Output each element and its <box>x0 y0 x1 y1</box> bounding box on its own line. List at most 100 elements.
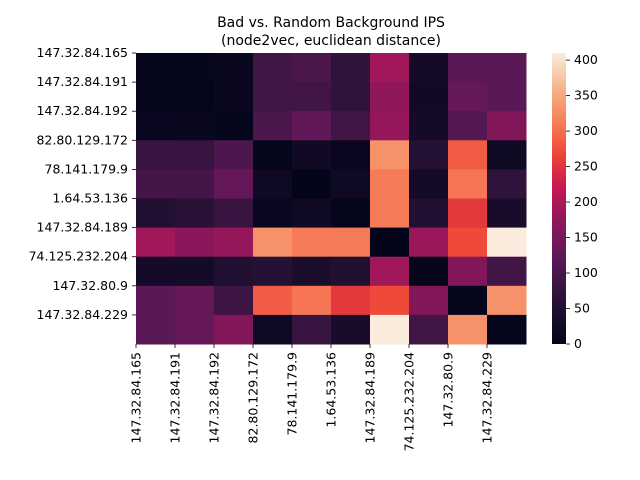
row-label: 147.32.84.229 <box>37 307 128 322</box>
heatmap-cell <box>253 198 293 229</box>
heatmap-cell <box>214 285 254 316</box>
heatmap-cells <box>136 53 527 345</box>
col-label: 147.32.80.9 <box>441 352 456 428</box>
heatmap-cell <box>409 53 449 83</box>
heatmap-cell <box>331 140 371 170</box>
heatmap-cell <box>292 227 332 258</box>
heatmap-cell <box>136 82 176 112</box>
colorbar-ticks: 0 50 100 150 200 250 300 350 400 <box>566 52 598 351</box>
heatmap-cell <box>331 256 371 287</box>
heatmap-cell <box>448 111 488 141</box>
heatmap-cell <box>409 198 449 229</box>
row-label: 147.32.84.165 <box>37 45 128 60</box>
heatmap-cell <box>253 111 293 141</box>
heatmap-cell <box>136 140 176 170</box>
heatmap-cell <box>487 53 527 83</box>
colorbar <box>552 53 566 344</box>
heatmap-cell <box>487 285 527 316</box>
heatmap-cell <box>331 198 371 229</box>
row-label: 82.80.129.172 <box>37 132 128 147</box>
col-label: 147.32.84.189 <box>363 352 378 443</box>
heatmap-cell <box>175 82 215 112</box>
heatmap-cell <box>292 314 332 345</box>
chart-title: Bad vs. Random Background IPS <box>217 15 445 31</box>
heatmap-cell <box>409 140 449 170</box>
heatmap-cell <box>370 53 410 83</box>
heatmap-cell <box>136 227 176 258</box>
heatmap-cell <box>214 314 254 345</box>
heatmap-cell <box>409 256 449 287</box>
heatmap-cell <box>448 227 488 258</box>
heatmap-cell <box>370 198 410 229</box>
heatmap-cell <box>409 111 449 141</box>
heatmap-cell <box>487 169 527 199</box>
col-label: 78.141.179.9 <box>285 352 300 436</box>
heatmap-cell <box>448 82 488 112</box>
heatmap-cell <box>136 285 176 316</box>
heatmap-cell <box>136 256 176 287</box>
heatmap-cell <box>331 227 371 258</box>
heatmap-cell <box>175 140 215 170</box>
heatmap-cell <box>175 111 215 141</box>
heatmap-cell <box>214 53 254 83</box>
heatmap-cell <box>487 314 527 345</box>
heatmap-cell <box>292 82 332 112</box>
heatmap-cell <box>214 82 254 112</box>
heatmap-cell <box>253 53 293 83</box>
heatmap-cell <box>331 53 371 83</box>
col-label: 147.32.84.165 <box>129 352 144 443</box>
col-labels: 147.32.84.165 147.32.84.191 147.32.84.192 8… <box>129 344 495 451</box>
col-label: 1.64.53.136 <box>324 352 339 428</box>
heatmap-cell <box>487 111 527 141</box>
heatmap-cell <box>448 53 488 83</box>
colorbar-tick-label: 300 <box>574 123 598 138</box>
row-label: 147.32.84.192 <box>37 103 128 118</box>
row-label: 147.32.84.189 <box>37 220 128 235</box>
heatmap-cell <box>292 53 332 83</box>
col-label: 74.125.232.204 <box>402 352 417 451</box>
heatmap-cell <box>253 285 293 316</box>
heatmap-cell <box>487 198 527 229</box>
heatmap-cell <box>487 256 527 287</box>
heatmap-cell <box>214 140 254 170</box>
heatmap-cell <box>448 198 488 229</box>
heatmap-cell <box>253 169 293 199</box>
heatmap-cell <box>331 169 371 199</box>
col-label: 147.32.84.191 <box>168 352 183 443</box>
heatmap-cell <box>409 227 449 258</box>
colorbar-tick-label: 50 <box>574 301 590 316</box>
heatmap-cell <box>448 285 488 316</box>
heatmap-cell <box>292 140 332 170</box>
heatmap-cell <box>370 111 410 141</box>
row-label: 1.64.53.136 <box>52 191 128 206</box>
heatmap-cell <box>292 169 332 199</box>
heatmap-cell <box>253 314 293 345</box>
heatmap-cell <box>448 314 488 345</box>
heatmap-cell <box>331 82 371 112</box>
heatmap-cell <box>175 227 215 258</box>
row-label: 147.32.80.9 <box>52 278 128 293</box>
col-label: 147.32.84.229 <box>480 352 495 443</box>
heatmap-cell <box>136 314 176 345</box>
heatmap-cell <box>370 256 410 287</box>
heatmap-cell <box>487 140 527 170</box>
heatmap-cell <box>487 227 527 258</box>
heatmap-cell <box>136 53 176 83</box>
heatmap-cell <box>214 111 254 141</box>
col-label: 147.32.84.192 <box>207 352 222 443</box>
heatmap-cell <box>409 314 449 345</box>
colorbar-tick-label: 100 <box>574 265 598 280</box>
heatmap-cell <box>253 227 293 258</box>
heatmap-cell <box>331 285 371 316</box>
heatmap-cell <box>487 82 527 112</box>
heatmap-cell <box>409 285 449 316</box>
heatmap-cell <box>370 285 410 316</box>
col-label: 82.80.129.172 <box>246 352 261 443</box>
row-label: 78.141.179.9 <box>45 161 129 176</box>
heatmap-cell <box>448 169 488 199</box>
colorbar-tick-label: 400 <box>574 52 598 67</box>
heatmap-cell <box>253 256 293 287</box>
heatmap-cell <box>175 256 215 287</box>
heatmap-cell <box>331 314 371 345</box>
